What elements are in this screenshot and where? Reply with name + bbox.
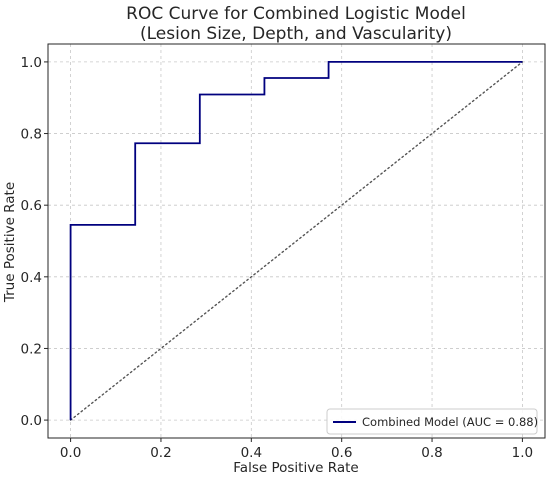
x-tick-label: 0.8 [421, 445, 442, 461]
y-tick-label: 0.8 [21, 127, 42, 143]
x-tick-label: 0.2 [150, 445, 171, 461]
legend-entry-label: Combined Model (AUC = 0.88) [362, 415, 538, 429]
y-axis-label: True Positive Rate [2, 182, 18, 303]
legend: Combined Model (AUC = 0.88) [326, 408, 538, 435]
x-tick-label: 0.6 [331, 445, 352, 461]
x-tick-label: 0.0 [60, 445, 81, 461]
chart-title-line-1: ROC Curve for Combined Logistic Model [126, 4, 466, 24]
roc-curve-line [69, 61, 523, 421]
series-layer [69, 61, 523, 421]
reference-layer [69, 61, 524, 421]
x-tick-label: 1.0 [512, 445, 533, 461]
x-tick-label: 0.4 [241, 445, 262, 461]
y-tick-label: 0.4 [21, 270, 42, 286]
y-tick-label: 0.2 [21, 341, 42, 357]
plot-frame [47, 43, 546, 439]
tick-layer: 0.0 0.2 0.4 0.6 0.8 1.0 0.0 0.2 0.4 0.6 0.8 1.0 [21, 55, 534, 461]
legend-box [326, 408, 538, 435]
y-tick-label: 0.0 [21, 413, 42, 429]
random-reference-line [69, 61, 524, 421]
y-tick-label: 0.6 [21, 198, 42, 214]
chart-title-line-2: (Lesion Size, Depth, and Vascularity) [140, 24, 452, 44]
y-tick-label: 1.0 [21, 55, 42, 71]
x-axis-label: False Positive Rate [233, 460, 358, 476]
